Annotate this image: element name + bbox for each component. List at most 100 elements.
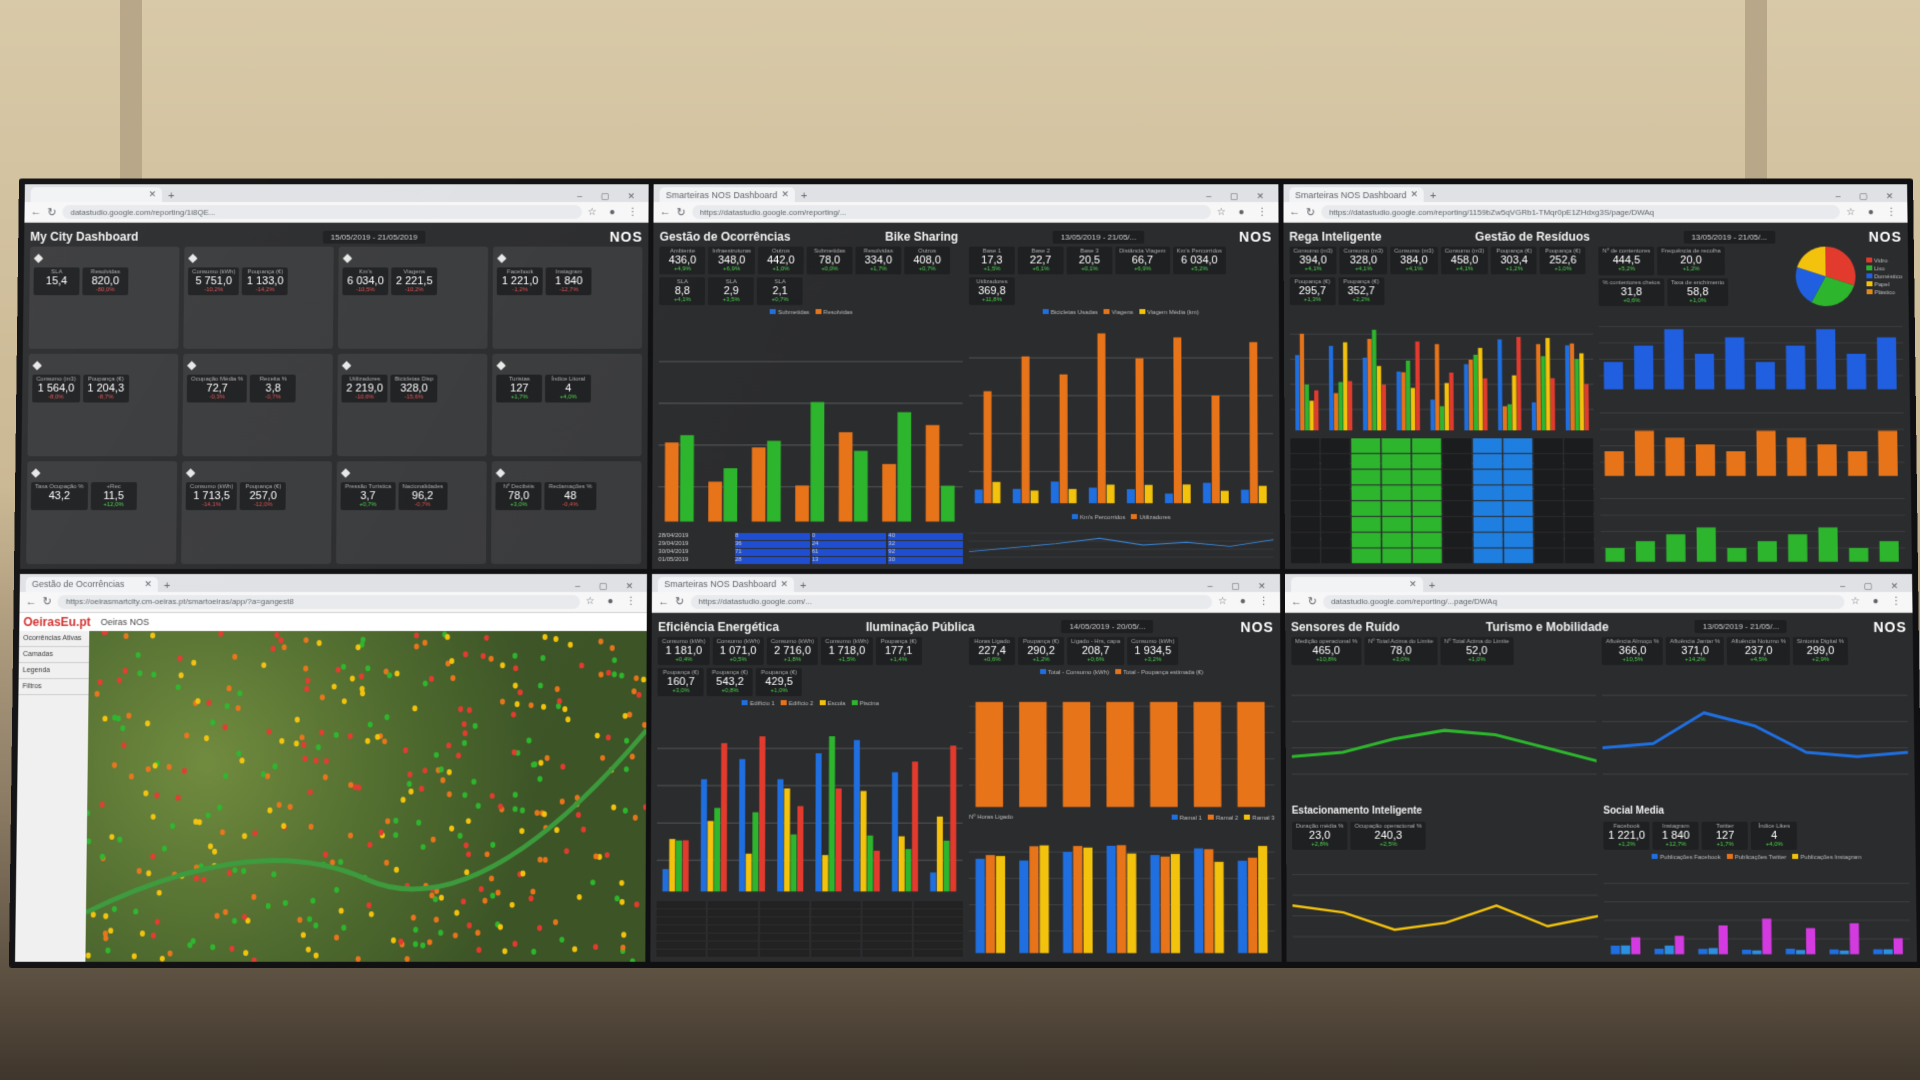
window-controls[interactable]: – ▢ ✕	[1840, 580, 1907, 591]
map-marker	[161, 845, 167, 852]
browser-tab[interactable]: Gestão de Ocorrências ✕	[25, 576, 158, 592]
map-marker	[619, 898, 625, 905]
browser-tools-icons[interactable]: ☆ ● ⋮	[1216, 206, 1273, 218]
bar	[739, 758, 746, 891]
legend-item[interactable]: Ramal 2	[1207, 814, 1238, 822]
occurrence-map[interactable]: Ocorrências Ativas Camadas Legenda Filtros	[15, 630, 648, 962]
date-range-picker[interactable]: 13/05/2019 - 21/05/...	[1052, 230, 1145, 244]
legend-item[interactable]: Submetidas	[769, 309, 810, 316]
window-controls[interactable]: – ▢ ✕	[1835, 191, 1902, 202]
kpi-card: Utilizadores 369,8 +11,8%	[968, 277, 1015, 306]
reload-icon[interactable]: ↻	[1305, 206, 1316, 219]
map-marker	[267, 806, 273, 813]
legend-item[interactable]: Vidro	[1865, 257, 1902, 264]
close-tab-icon[interactable]: ✕	[1410, 189, 1418, 200]
reload-icon[interactable]: ↻	[42, 595, 52, 608]
legend-item[interactable]: Ramal 3	[1244, 814, 1275, 822]
legend-item[interactable]: Escola	[819, 699, 845, 707]
legend-item[interactable]: Publicações Twitter	[1726, 854, 1786, 861]
back-icon[interactable]: ←	[659, 206, 671, 218]
browser-tools-icons[interactable]: ☆ ● ⋮	[585, 595, 642, 607]
url-input[interactable]: datastudio.google.com/reporting/...page/…	[1322, 594, 1845, 609]
legend-item[interactable]: Total - Consumo (kWh)	[1039, 668, 1109, 676]
legend-item[interactable]: Resolvidas	[815, 309, 853, 316]
url-input[interactable]: https://datastudio.google.com/reporting/…	[691, 205, 1211, 219]
map-marker	[237, 689, 243, 696]
map-marker	[102, 715, 108, 722]
legend-item[interactable]: Total - Poupança estimada (€)	[1115, 668, 1203, 676]
legend-item[interactable]: Piscina	[851, 699, 879, 707]
kpi-label: Poupança (€)	[662, 669, 699, 676]
legend-item[interactable]: Papel	[1866, 280, 1902, 288]
close-tab-icon[interactable]: ✕	[148, 189, 157, 200]
legend-item[interactable]: Publicações Facebook	[1651, 854, 1721, 861]
close-tab-icon[interactable]: ✕	[1409, 578, 1417, 589]
new-tab-icon[interactable]: +	[1428, 579, 1436, 592]
legend-item[interactable]: Km's Percorridos	[1071, 513, 1125, 521]
legend-item[interactable]: Viagem Média (km)	[1139, 309, 1199, 316]
bike-line-chart	[969, 525, 1274, 565]
window-controls[interactable]: – ▢ ✕	[1206, 191, 1273, 202]
legend-item[interactable]: Utilizadores	[1131, 513, 1171, 521]
window-controls[interactable]: – ▢ ✕	[575, 580, 642, 591]
back-icon[interactable]: ←	[25, 595, 37, 608]
map-sidebar-item[interactable]: Camadas	[18, 646, 90, 663]
reload-icon[interactable]: ↻	[675, 595, 685, 608]
kpi-label: % contentores cheios	[1602, 279, 1661, 286]
new-tab-icon[interactable]: +	[1429, 190, 1437, 203]
legend-item[interactable]: Plástico	[1866, 288, 1902, 296]
map-marker	[261, 660, 267, 667]
reload-icon[interactable]: ↻	[1307, 595, 1318, 608]
reload-icon[interactable]: ↻	[676, 206, 686, 219]
browser-tab[interactable]: ✕	[1290, 576, 1423, 592]
date-range-picker[interactable]: 15/05/2019 - 21/05/2019	[322, 230, 426, 244]
browser-tab[interactable]: Smarteiras NOS Dashboard ✕	[659, 187, 795, 203]
browser-tools-icons[interactable]: ☆ ● ⋮	[1218, 595, 1274, 607]
browser-tab[interactable]: Smarteiras NOS Dashboard ✕	[1288, 187, 1424, 203]
back-icon[interactable]: ←	[1290, 595, 1302, 608]
url-input[interactable]: https://datastudio.google.com/reporting/…	[1321, 205, 1841, 219]
url-input[interactable]: datastudio.google.com/reporting/1i8QE...	[62, 205, 582, 219]
date-range-picker[interactable]: 14/05/2019 - 20/05/...	[1061, 620, 1154, 634]
browser-tools-icons[interactable]: ☆ ● ⋮	[1850, 595, 1907, 607]
date-range-picker[interactable]: 13/05/2019 - 21/05/...	[1683, 230, 1776, 244]
new-tab-icon[interactable]: +	[163, 579, 171, 592]
map-marker	[239, 757, 245, 764]
legend-item[interactable]: Publicações Instagram	[1792, 854, 1861, 861]
heatmap-cell	[1503, 470, 1533, 485]
map-marker	[511, 711, 517, 718]
close-tab-icon[interactable]: ✕	[144, 578, 152, 589]
new-tab-icon[interactable]: +	[167, 190, 175, 203]
browser-tab[interactable]: Smarteiras NOS Dashboard ✕	[658, 576, 794, 592]
browser-tab[interactable]: ✕	[30, 187, 163, 203]
map-sidebar-item[interactable]: Ocorrências Ativas	[19, 630, 90, 647]
back-icon[interactable]: ←	[1289, 206, 1301, 218]
back-icon[interactable]: ←	[30, 206, 42, 218]
map-sidebar-item[interactable]: Legenda	[18, 662, 89, 679]
map-sidebar-item[interactable]: Filtros	[18, 678, 89, 695]
table-cell	[810, 917, 861, 925]
browser-tools-icons[interactable]: ☆ ● ⋮	[1846, 206, 1902, 218]
close-tab-icon[interactable]: ✕	[781, 189, 789, 200]
close-tab-icon[interactable]: ✕	[780, 578, 788, 589]
legend-item[interactable]: Edifício 1	[741, 699, 775, 707]
legend-item[interactable]: Ramal 1	[1171, 814, 1202, 822]
legend-item[interactable]: Edifício 2	[780, 699, 814, 707]
bar	[1328, 345, 1334, 431]
url-input[interactable]: https://oeirasmartcity.cm-oeiras.pt/smar…	[57, 594, 580, 609]
legend-item[interactable]: Lixo	[1865, 264, 1902, 272]
back-icon[interactable]: ←	[658, 595, 670, 608]
window-controls[interactable]: – ▢ ✕	[577, 191, 643, 202]
date-range-picker[interactable]: 13/05/2019 - 21/05/...	[1694, 620, 1788, 634]
new-tab-icon[interactable]: +	[799, 579, 807, 592]
map-marker	[419, 785, 425, 792]
new-tab-icon[interactable]: +	[800, 190, 808, 203]
legend-item[interactable]: Doméstico	[1866, 272, 1902, 280]
browser-tools-icons[interactable]: ☆ ● ⋮	[587, 206, 643, 218]
legend-item[interactable]: Viagens	[1103, 309, 1133, 316]
map-marker	[541, 703, 547, 710]
url-input[interactable]: https://datastudio.google.com/...	[690, 594, 1213, 609]
legend-item[interactable]: Bicicletas Usadas	[1042, 309, 1098, 316]
window-controls[interactable]: – ▢ ✕	[1207, 580, 1274, 591]
reload-icon[interactable]: ↻	[47, 206, 57, 219]
